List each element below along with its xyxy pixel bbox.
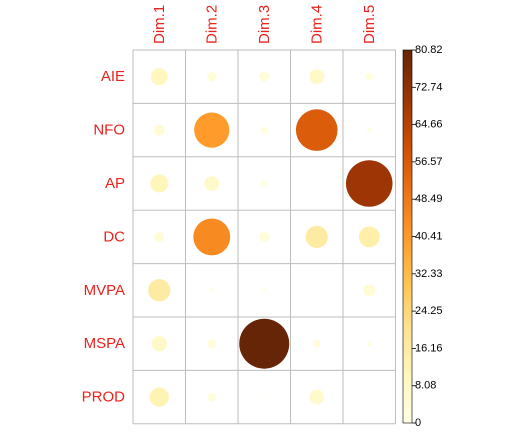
column-label-dim3: Dim.3 bbox=[256, 5, 273, 44]
legend-tick-label: 64.66 bbox=[415, 119, 443, 131]
circle-mspa-dim2 bbox=[207, 339, 217, 349]
grid bbox=[132, 49, 396, 425]
circle-aie-dim1 bbox=[150, 68, 168, 86]
circle-nfo-dim3 bbox=[260, 126, 268, 134]
row-label-prod: PROD bbox=[82, 389, 126, 406]
legend-tick-label: 24.25 bbox=[415, 305, 443, 317]
column-label-dim4: Dim.4 bbox=[308, 5, 325, 44]
circle-ap-dim3 bbox=[261, 180, 268, 187]
circle-aie-dim4 bbox=[309, 69, 325, 85]
circle-ap-dim1 bbox=[150, 174, 169, 193]
circle-mvpa-dim2 bbox=[209, 288, 214, 293]
row-label-aie: AIE bbox=[101, 68, 125, 85]
legend-tick-label: 40.41 bbox=[415, 231, 443, 243]
column-label-dim1: Dim.1 bbox=[151, 5, 168, 44]
legend-tick-label: 80.82 bbox=[415, 44, 443, 56]
circle-mspa-dim3 bbox=[239, 318, 290, 369]
circle-ap-dim5 bbox=[345, 160, 393, 207]
legend-tick-label: 56.57 bbox=[415, 156, 443, 168]
circle-dc-dim1 bbox=[154, 231, 165, 242]
circle-prod-dim4 bbox=[309, 389, 325, 405]
row-label-nfo: NFO bbox=[93, 122, 125, 139]
circle-nfo-dim1 bbox=[153, 124, 165, 136]
color-legend: 80.82 72.74 64.66 56.57 48.49 40.41 32.33 24.25… bbox=[402, 44, 443, 429]
column-label-dim2: Dim.2 bbox=[203, 5, 220, 44]
labels: AIE NFO AP DC MVPA MSPA PROD Dim.1 Dim.2 Dim.3 Dim… bbox=[82, 5, 378, 406]
circle-mspa-dim1 bbox=[151, 336, 167, 352]
circle-ap-dim2 bbox=[204, 176, 220, 191]
legend-tick-label: 32.33 bbox=[415, 268, 443, 280]
circles bbox=[148, 68, 393, 407]
circle-prod-dim3 bbox=[263, 395, 266, 399]
legend-tick-label: 72.74 bbox=[415, 81, 443, 93]
legend-tick-label: 16.16 bbox=[415, 342, 443, 354]
legend-tick-label: 8.08 bbox=[415, 380, 436, 392]
circle-nfo-dim2 bbox=[194, 112, 230, 148]
row-label-mspa: MSPA bbox=[84, 335, 125, 352]
row-label-ap: AP bbox=[105, 175, 125, 192]
row-label-mvpa: MVPA bbox=[84, 282, 125, 299]
circle-nfo-dim4 bbox=[295, 109, 338, 151]
circle-mvpa-dim3 bbox=[262, 288, 267, 293]
circle-dc-dim5 bbox=[358, 226, 380, 248]
circle-mvpa-dim5 bbox=[363, 284, 376, 297]
circle-prod-dim1 bbox=[149, 387, 169, 407]
circle-aie-dim3 bbox=[259, 71, 270, 82]
legend-tick-label: 0 bbox=[415, 417, 421, 429]
circle-nfo-dim5 bbox=[366, 127, 372, 133]
circle-mvpa-dim1 bbox=[148, 279, 171, 302]
legend-tick-label: 48.49 bbox=[415, 193, 443, 205]
column-label-dim5: Dim.5 bbox=[361, 5, 378, 44]
circle-aie-dim5 bbox=[365, 72, 374, 81]
circle-prod-dim2 bbox=[207, 392, 217, 402]
circle-mspa-dim4 bbox=[312, 339, 321, 348]
legend-colorbar bbox=[402, 49, 413, 424]
row-label-dc: DC bbox=[103, 228, 125, 245]
circle-dc-dim4 bbox=[305, 225, 328, 249]
circle-dc-dim2 bbox=[193, 218, 231, 256]
circle-dc-dim3 bbox=[259, 232, 270, 242]
circle-mspa-dim5 bbox=[366, 341, 372, 347]
circle-aie-dim2 bbox=[206, 71, 217, 82]
